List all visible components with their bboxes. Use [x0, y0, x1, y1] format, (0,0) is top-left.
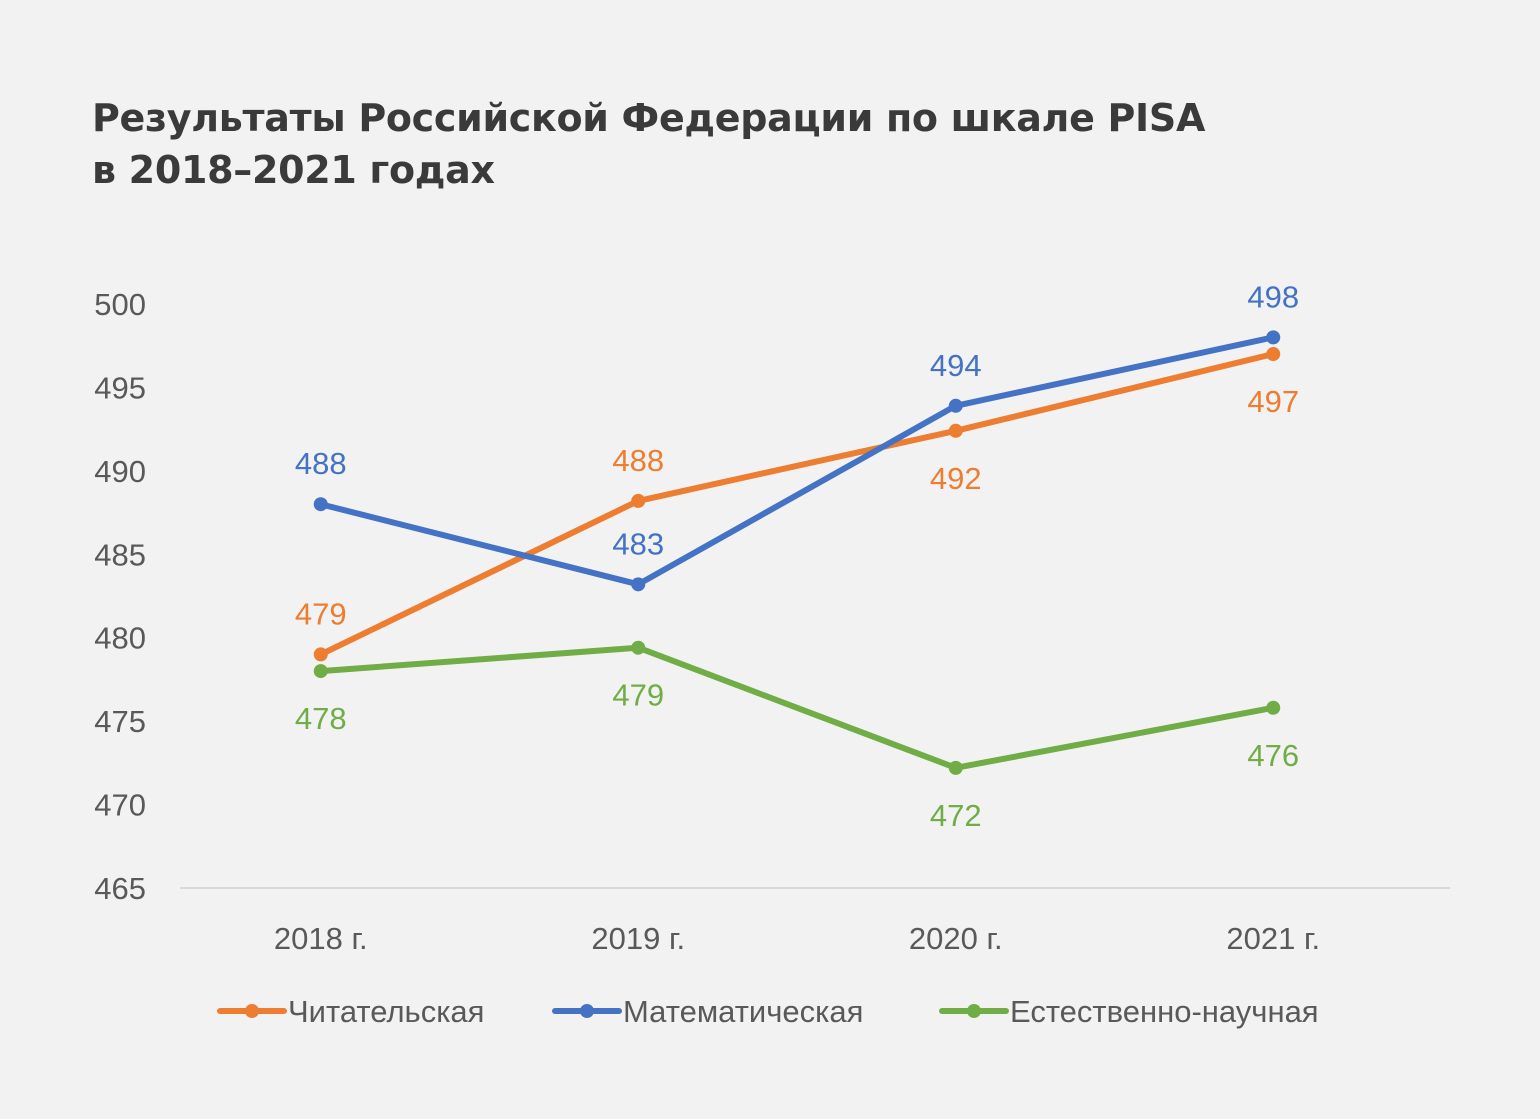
y-tick-label: 470 — [94, 788, 146, 823]
data-label: 498 — [1247, 279, 1299, 314]
data-label: 492 — [930, 461, 982, 496]
legend-marker — [580, 1004, 594, 1018]
y-tick-label: 485 — [94, 537, 146, 572]
legend-marker — [967, 1004, 981, 1018]
data-label: 483 — [612, 526, 664, 561]
series-line — [317, 644, 1277, 771]
data-label: 488 — [295, 446, 347, 481]
data-label: 494 — [930, 348, 982, 383]
data-label: 476 — [1247, 738, 1299, 773]
data-point — [1266, 347, 1281, 362]
data-point — [1266, 330, 1281, 345]
data-point — [948, 760, 963, 775]
legend-marker — [245, 1004, 259, 1018]
data-label: 497 — [1247, 384, 1299, 419]
legend-label: Естественно-научная — [1010, 994, 1319, 1029]
data-point — [631, 577, 646, 592]
x-tick-label: 2021 г. — [1226, 921, 1320, 956]
chart-title-line-2: в 2018–2021 годах — [92, 148, 495, 192]
legend-label: Математическая — [623, 994, 863, 1029]
legend-label: Читательская — [288, 994, 484, 1029]
x-axis: 2018 г. 2019 г. 2020 г. 2021 г. — [274, 921, 1320, 956]
data-label: 472 — [930, 798, 982, 833]
data-point — [313, 497, 328, 512]
data-point — [313, 664, 328, 679]
series-line — [317, 334, 1277, 588]
y-tick-label: 490 — [94, 454, 146, 489]
y-tick-label: 495 — [94, 370, 146, 405]
y-tick-label: 480 — [94, 621, 146, 656]
chart-title-line-1: Результаты Российской Федерации по шкале… — [92, 96, 1206, 140]
x-tick-label: 2019 г. — [591, 921, 685, 956]
data-point — [948, 423, 963, 438]
y-tick-label: 465 — [94, 871, 146, 906]
series-layer — [313, 330, 1281, 775]
data-label: 478 — [295, 701, 347, 736]
x-tick-label: 2020 г. — [909, 921, 1003, 956]
data-label: 488 — [612, 443, 664, 478]
data-label: 479 — [612, 678, 664, 713]
data-label: 479 — [295, 596, 347, 631]
y-tick-label: 475 — [94, 704, 146, 739]
y-tick-label: 500 — [94, 287, 146, 322]
data-point — [1266, 700, 1281, 715]
data-labels: 479 488 492 497 488 483 494 498 478 479 472 476 — [295, 279, 1299, 832]
data-point — [313, 647, 328, 662]
data-point — [631, 640, 646, 655]
data-point — [631, 493, 646, 508]
legend: Читательская Математическая Естественно-на… — [217, 994, 1319, 1029]
data-point — [948, 398, 963, 413]
y-axis: 465 470 475 480 485 490 495 500 — [94, 287, 146, 906]
series-line — [317, 351, 1277, 658]
x-tick-label: 2018 г. — [274, 921, 368, 956]
chart-title: Результаты Российской Федерации по шкале… — [92, 92, 1392, 196]
